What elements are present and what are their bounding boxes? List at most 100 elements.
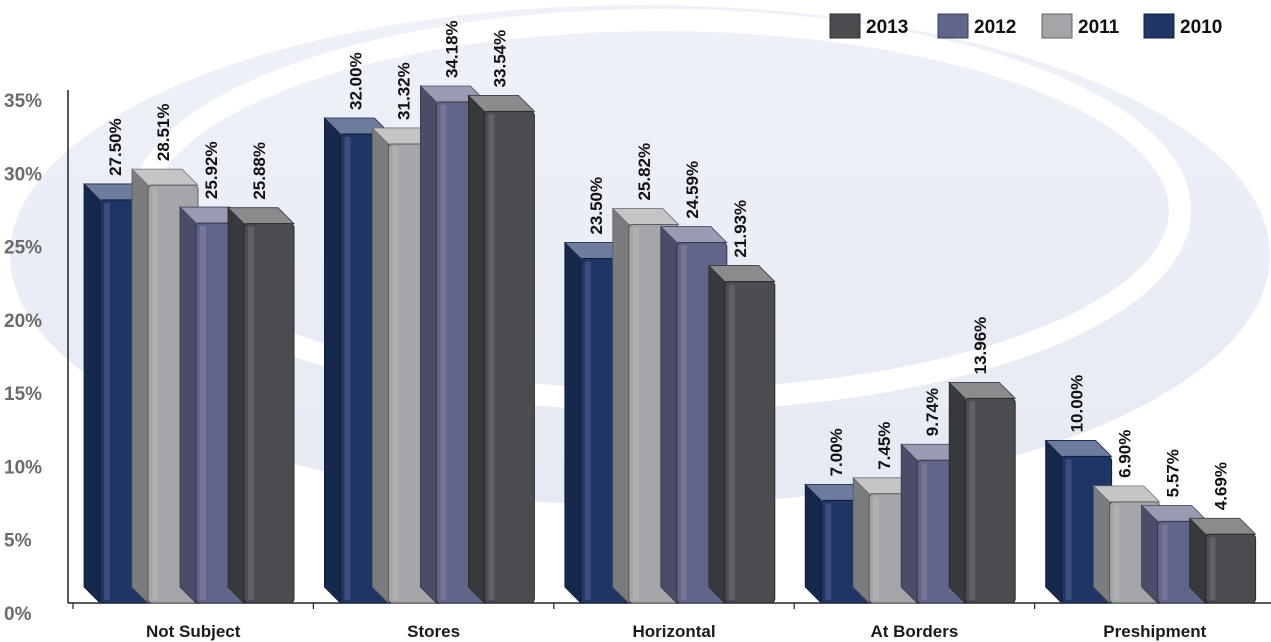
legend-swatch [1143, 13, 1175, 39]
bar-side-face [468, 94, 485, 604]
bar-top-face [1044, 440, 1113, 457]
bar-side-face [372, 126, 389, 604]
bar-highlight [1065, 459, 1072, 600]
bar-highlight [104, 202, 110, 600]
data-label: 24.59% [683, 161, 702, 219]
bars-group [83, 85, 1257, 604]
legend-label: 2013 [866, 17, 908, 38]
data-label: 27.50% [106, 118, 125, 176]
bar-2010 [1044, 439, 1113, 604]
legend-label: 2012 [974, 17, 1016, 38]
bar-top-face [1188, 517, 1257, 535]
data-label: 9.74% [923, 388, 942, 436]
data-label: 10.00% [1068, 375, 1087, 433]
bar-side-face [179, 206, 197, 604]
data-label: 31.32% [394, 62, 413, 120]
bar-side-face [1045, 439, 1062, 604]
y-tick-label: 10% [4, 457, 42, 478]
bar-2013 [1188, 517, 1257, 604]
bar-side-face [83, 182, 101, 604]
legend: 2013 2012 2011 2010 [829, 13, 1222, 39]
data-label: 32.00% [346, 52, 365, 110]
data-label: 28.51% [154, 103, 173, 161]
bar-top-face [659, 226, 728, 243]
y-tick-label: 15% [4, 384, 42, 405]
legend-swatch [1041, 13, 1073, 39]
bar-front-face [243, 223, 295, 604]
bar-highlight [200, 226, 206, 600]
bar-highlight [969, 401, 976, 600]
bar-top-face [467, 94, 536, 112]
bar-side-face [948, 381, 966, 604]
data-label: 25.92% [202, 141, 221, 199]
category-label: Not Subject [146, 622, 241, 641]
bar-highlight [488, 114, 495, 601]
bar-2013 [227, 206, 295, 604]
bar-top-face [948, 381, 1017, 399]
data-label: 23.50% [587, 177, 606, 235]
legend-swatch [829, 13, 861, 39]
bar-highlight [873, 496, 880, 600]
bar-side-face [324, 117, 341, 604]
category-label: At Borders [870, 622, 958, 641]
bar-highlight [584, 261, 591, 600]
legend-label: 2010 [1180, 17, 1222, 38]
bar-front-face [964, 397, 1016, 604]
bar-side-face [900, 443, 918, 604]
y-axis-ticks: 0% 5% 10% 15% 20% 25% 30% 35% [4, 91, 42, 625]
data-label: 34.18% [442, 20, 461, 78]
y-tick-label: 20% [4, 311, 42, 332]
data-label: 4.69% [1212, 462, 1231, 510]
bar-2013 [707, 264, 776, 604]
bar-2013 [948, 381, 1017, 604]
bar-side-face [660, 225, 678, 604]
data-label: 25.88% [250, 142, 269, 200]
bar-top-face [227, 207, 295, 225]
bar-highlight [152, 188, 158, 600]
y-tick-label: 0% [4, 604, 32, 625]
bar-highlight [680, 245, 687, 600]
bar-highlight [1209, 537, 1216, 600]
bar-highlight [344, 136, 351, 600]
bar-front-face [483, 110, 535, 604]
bar-top-face [1092, 485, 1161, 503]
y-tick-label: 35% [4, 91, 42, 112]
bar-top-face [611, 208, 680, 225]
bar-highlight [825, 503, 832, 600]
data-label: 5.57% [1164, 449, 1183, 497]
bar-front-face [724, 281, 776, 604]
bar-highlight [248, 226, 254, 600]
bar-highlight [921, 463, 928, 600]
y-tick-label: 25% [4, 238, 42, 259]
data-label: 21.93% [731, 200, 750, 258]
category-label: Stores [407, 622, 460, 641]
bar-side-face [804, 483, 822, 604]
legend-swatch [937, 13, 969, 39]
data-label: 7.00% [827, 428, 846, 476]
bar-highlight [632, 227, 639, 601]
bar-highlight [392, 146, 399, 600]
legend-item-2011: 2011 [1041, 13, 1120, 39]
bar-side-face [1093, 484, 1110, 604]
legend-item-2012: 2012 [937, 13, 1016, 39]
bar-highlight [728, 284, 735, 600]
bar-highlight [440, 105, 447, 600]
legend-label: 2011 [1078, 17, 1120, 38]
bar-side-face [708, 264, 726, 604]
bar-side-face [1141, 504, 1158, 604]
data-label: 7.45% [875, 422, 894, 470]
bar-side-face [227, 206, 245, 604]
data-label: 13.96% [971, 317, 990, 375]
bar-highlight [1161, 524, 1168, 600]
legend-item-2010: 2010 [1143, 13, 1222, 39]
bar-highlight [1113, 504, 1120, 600]
bar-2011 [1092, 484, 1161, 604]
category-label: Preshipment [1103, 622, 1206, 641]
y-tick-label: 5% [4, 531, 32, 552]
bar-side-face [852, 476, 870, 604]
data-label: 33.54% [490, 30, 509, 88]
category-label: Horizontal [632, 622, 715, 641]
legend-item-2013: 2013 [829, 13, 908, 39]
data-label: 25.82% [635, 143, 654, 201]
